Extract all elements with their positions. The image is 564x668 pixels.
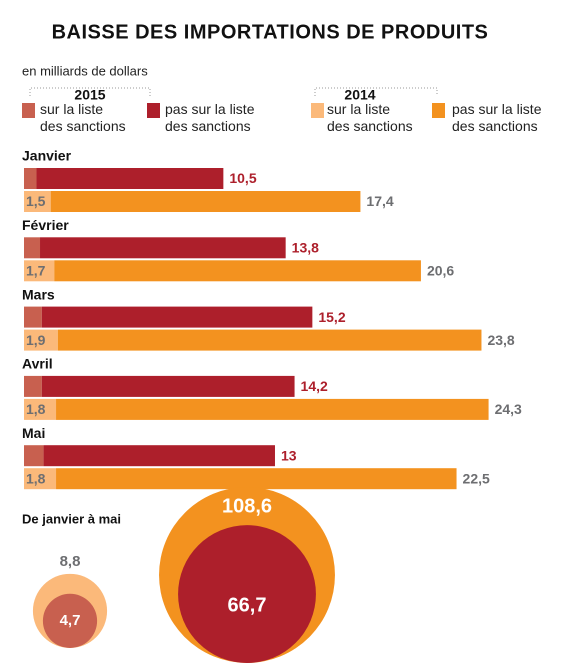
bar-segment xyxy=(54,260,421,282)
value-label: 17,4 xyxy=(366,193,393,209)
value-label: 10,5 xyxy=(229,170,256,186)
legend-bracket xyxy=(314,87,438,96)
value-label: 8,8 xyxy=(60,553,81,570)
value-label: 20,6 xyxy=(427,263,454,279)
value-label: 1,5 xyxy=(26,193,46,209)
legend-swatch xyxy=(432,103,445,118)
category-label: Avril xyxy=(22,356,53,372)
bar-segment xyxy=(40,237,286,259)
bubble xyxy=(42,593,98,648)
value-label: 1,9 xyxy=(26,332,46,348)
value-label: 1,7 xyxy=(26,263,46,279)
legend-bracket xyxy=(29,87,151,96)
bar-segment xyxy=(24,445,44,467)
value-label: 15,2 xyxy=(318,309,345,325)
bar-segment xyxy=(24,398,57,420)
bar-segment xyxy=(41,306,313,328)
value-label: 24,3 xyxy=(495,401,522,417)
legend-swatch xyxy=(147,103,160,118)
value-label: 13,8 xyxy=(292,240,319,256)
value-label: 1,8 xyxy=(26,470,46,486)
chart-subtitle: en milliards de dollars xyxy=(22,63,148,78)
chart-title: BAISSE DES IMPORTATIONS DE PRODUITS xyxy=(52,21,489,43)
bar-segment xyxy=(24,306,42,328)
legend-label: sur la liste des sanctions xyxy=(40,101,126,134)
value-label: 23,8 xyxy=(487,332,514,348)
value-label: 13 xyxy=(281,447,297,463)
bar-segment xyxy=(36,168,224,189)
bar-segment xyxy=(24,468,57,490)
bar-segment xyxy=(57,329,482,351)
bar-segment xyxy=(24,168,37,189)
legend-swatch xyxy=(311,103,324,118)
bubble-title: De janvier à mai xyxy=(22,511,121,526)
bar-segment xyxy=(24,375,42,397)
legend-title: 2015 xyxy=(74,87,105,103)
bar-segment xyxy=(50,191,361,212)
legend-label: pas sur la liste des sanctions xyxy=(452,101,542,134)
bubble xyxy=(178,525,316,663)
value-label: 14,2 xyxy=(301,378,328,394)
value-label: 22,5 xyxy=(463,470,490,486)
value-label: 4,7 xyxy=(60,612,81,629)
legend-swatch xyxy=(22,103,35,118)
bar-segment xyxy=(24,237,41,259)
legend-label: pas sur la liste des sanctions xyxy=(165,101,255,134)
value-label: 1,8 xyxy=(26,401,46,417)
value-label: 108,6 xyxy=(222,495,272,517)
bar-segment xyxy=(24,329,58,351)
category-label: Février xyxy=(22,217,69,233)
legend-title: 2014 xyxy=(344,87,375,103)
bar-segment xyxy=(43,445,275,467)
category-label: Mai xyxy=(22,425,45,441)
bar-segment xyxy=(41,375,295,397)
bar-segment xyxy=(56,398,489,420)
bar-segment xyxy=(24,260,55,282)
legend-label: sur la liste des sanctions xyxy=(327,101,413,134)
category-label: Mars xyxy=(22,286,55,302)
value-label: 66,7 xyxy=(228,594,267,616)
bar-segment xyxy=(56,468,457,490)
category-label: Janvier xyxy=(22,148,72,164)
bar-segment xyxy=(24,191,51,212)
